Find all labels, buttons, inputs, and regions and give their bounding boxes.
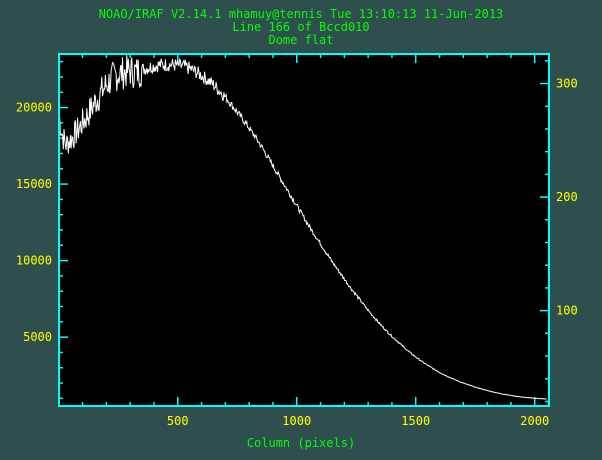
system-header: NOAO/IRAF V2.14.1 mhamuy@tennis Tue 13:1…	[98, 7, 504, 21]
y2-tick-label: 200	[556, 190, 578, 204]
chart-subtitle: Dome flat	[268, 33, 334, 47]
x-tick-label: 1500	[401, 414, 430, 428]
y-tick-label: 5000	[23, 330, 52, 344]
x-tick-label: 1000	[282, 414, 311, 428]
x-tick-label: 500	[167, 414, 189, 428]
tick-marks	[59, 54, 549, 406]
tick-labels: 500 1000 1500 2000 5000 10000 15000 20000 100 200…	[16, 77, 578, 428]
plot-frame	[58, 53, 550, 407]
x-axis-label: Column (pixels)	[246, 436, 356, 450]
y-tick-label: 10000	[16, 254, 52, 268]
data-line-series	[58, 54, 547, 400]
y2-tick-label: 100	[556, 304, 578, 318]
chart-title: Line 166 of Bccd010	[232, 20, 370, 34]
x-tick-label: 2000	[520, 414, 549, 428]
plot-area	[59, 54, 549, 406]
y2-tick-label: 300	[556, 77, 578, 91]
y-tick-label: 15000	[16, 177, 52, 191]
y-tick-label: 20000	[16, 101, 52, 115]
